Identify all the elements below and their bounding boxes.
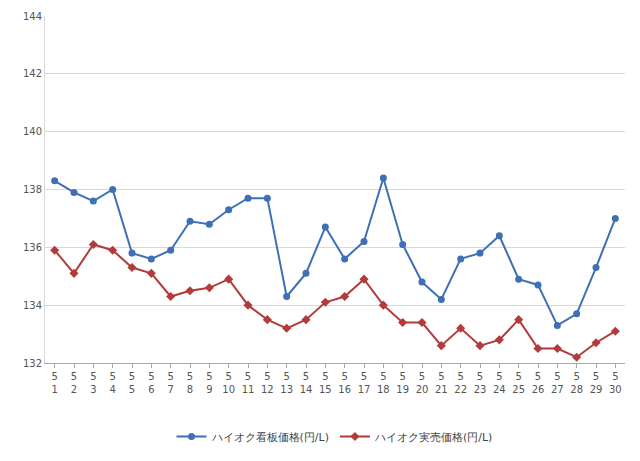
svg-text:140: 140	[23, 126, 42, 137]
svg-text:58: 58	[187, 371, 193, 395]
svg-text:514: 514	[300, 371, 313, 395]
svg-text:59: 59	[206, 371, 212, 395]
svg-text:516: 516	[338, 371, 351, 395]
svg-text:134: 134	[23, 300, 42, 311]
svg-text:529: 529	[590, 371, 603, 395]
svg-text:512: 512	[261, 371, 274, 395]
svg-text:530: 530	[609, 371, 622, 395]
svg-text:55: 55	[129, 371, 135, 395]
svg-text:52: 52	[71, 371, 77, 395]
svg-text:519: 519	[396, 371, 409, 395]
svg-text:136: 136	[23, 242, 42, 253]
svg-text:517: 517	[358, 371, 371, 395]
svg-text:53: 53	[90, 371, 96, 395]
svg-text:525: 525	[512, 371, 525, 395]
svg-text:528: 528	[570, 371, 583, 395]
svg-text:ハイオク実売価格(円/L): ハイオク実売価格(円/L)	[374, 431, 492, 444]
svg-text:524: 524	[493, 371, 506, 395]
svg-text:526: 526	[532, 371, 545, 395]
svg-text:51: 51	[51, 371, 57, 395]
svg-text:ハイオク看板価格(円/L): ハイオク看板価格(円/L)	[211, 431, 329, 444]
svg-text:520: 520	[416, 371, 429, 395]
svg-text:57: 57	[167, 371, 173, 395]
svg-text:54: 54	[109, 371, 115, 395]
svg-text:523: 523	[474, 371, 487, 395]
svg-text:138: 138	[23, 184, 42, 195]
svg-text:513: 513	[280, 371, 293, 395]
svg-text:56: 56	[148, 371, 154, 395]
svg-text:515: 515	[319, 371, 332, 395]
svg-text:518: 518	[377, 371, 390, 395]
svg-text:510: 510	[222, 371, 235, 395]
svg-text:511: 511	[242, 371, 255, 395]
svg-text:527: 527	[551, 371, 564, 395]
svg-text:521: 521	[435, 371, 448, 395]
svg-text:144: 144	[23, 11, 42, 22]
svg-text:142: 142	[23, 68, 42, 79]
svg-text:522: 522	[454, 371, 467, 395]
svg-text:132: 132	[23, 358, 42, 369]
